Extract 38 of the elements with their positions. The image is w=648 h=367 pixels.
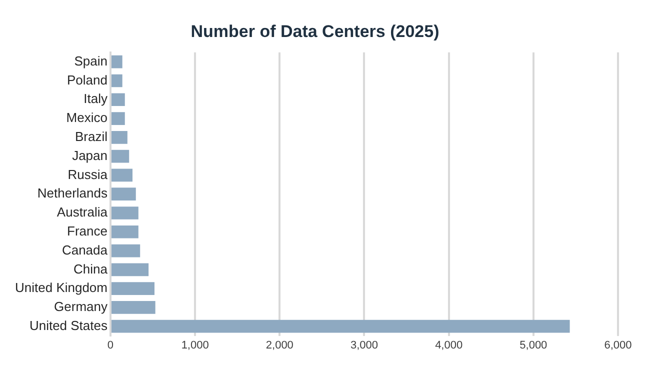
bar: [112, 188, 136, 201]
y-tick-label: Italy: [84, 91, 108, 106]
y-tick-label: Poland: [67, 72, 108, 88]
x-tick-label: 6,000: [604, 339, 632, 352]
chart-title: Number of Data Centers (2025): [190, 22, 440, 41]
y-tick-label: Canada: [62, 242, 108, 258]
y-tick-label: Russia: [68, 166, 108, 182]
y-tick-label: United States: [29, 318, 108, 333]
x-tick-label: 4,000: [435, 339, 463, 352]
y-tick-label: Brazil: [74, 129, 108, 144]
bar: [112, 263, 149, 276]
x-tick-label: 2,000: [266, 339, 294, 352]
y-tick-label: France: [67, 223, 108, 238]
bar: [112, 225, 138, 238]
bar: [112, 55, 122, 68]
bar: [112, 282, 154, 295]
bar: [112, 301, 156, 314]
bar: [112, 244, 140, 258]
bar: [112, 150, 130, 163]
y-tick-label: Spain: [74, 53, 108, 68]
bar: [112, 112, 125, 125]
x-tick-label: 0: [107, 339, 114, 352]
bar: [112, 74, 122, 88]
bar: [112, 206, 138, 220]
y-tick-label: Mexico: [66, 110, 108, 126]
y-tick-label: China: [74, 261, 108, 276]
x-tick-label: 3,000: [350, 339, 378, 352]
bar: [112, 93, 125, 106]
bar: [112, 130, 128, 144]
y-tick-label: Australia: [56, 204, 108, 220]
y-tick-label: Netherlands: [37, 186, 108, 201]
x-tick-label: 1,000: [181, 339, 209, 352]
x-tick-label: 5,000: [520, 339, 548, 352]
y-tick-label: Germany: [54, 299, 108, 314]
y-tick-label: Japan: [72, 148, 108, 163]
bar: [112, 320, 570, 333]
y-tick-label: United Kingdom: [15, 280, 108, 296]
bar: [112, 168, 132, 182]
